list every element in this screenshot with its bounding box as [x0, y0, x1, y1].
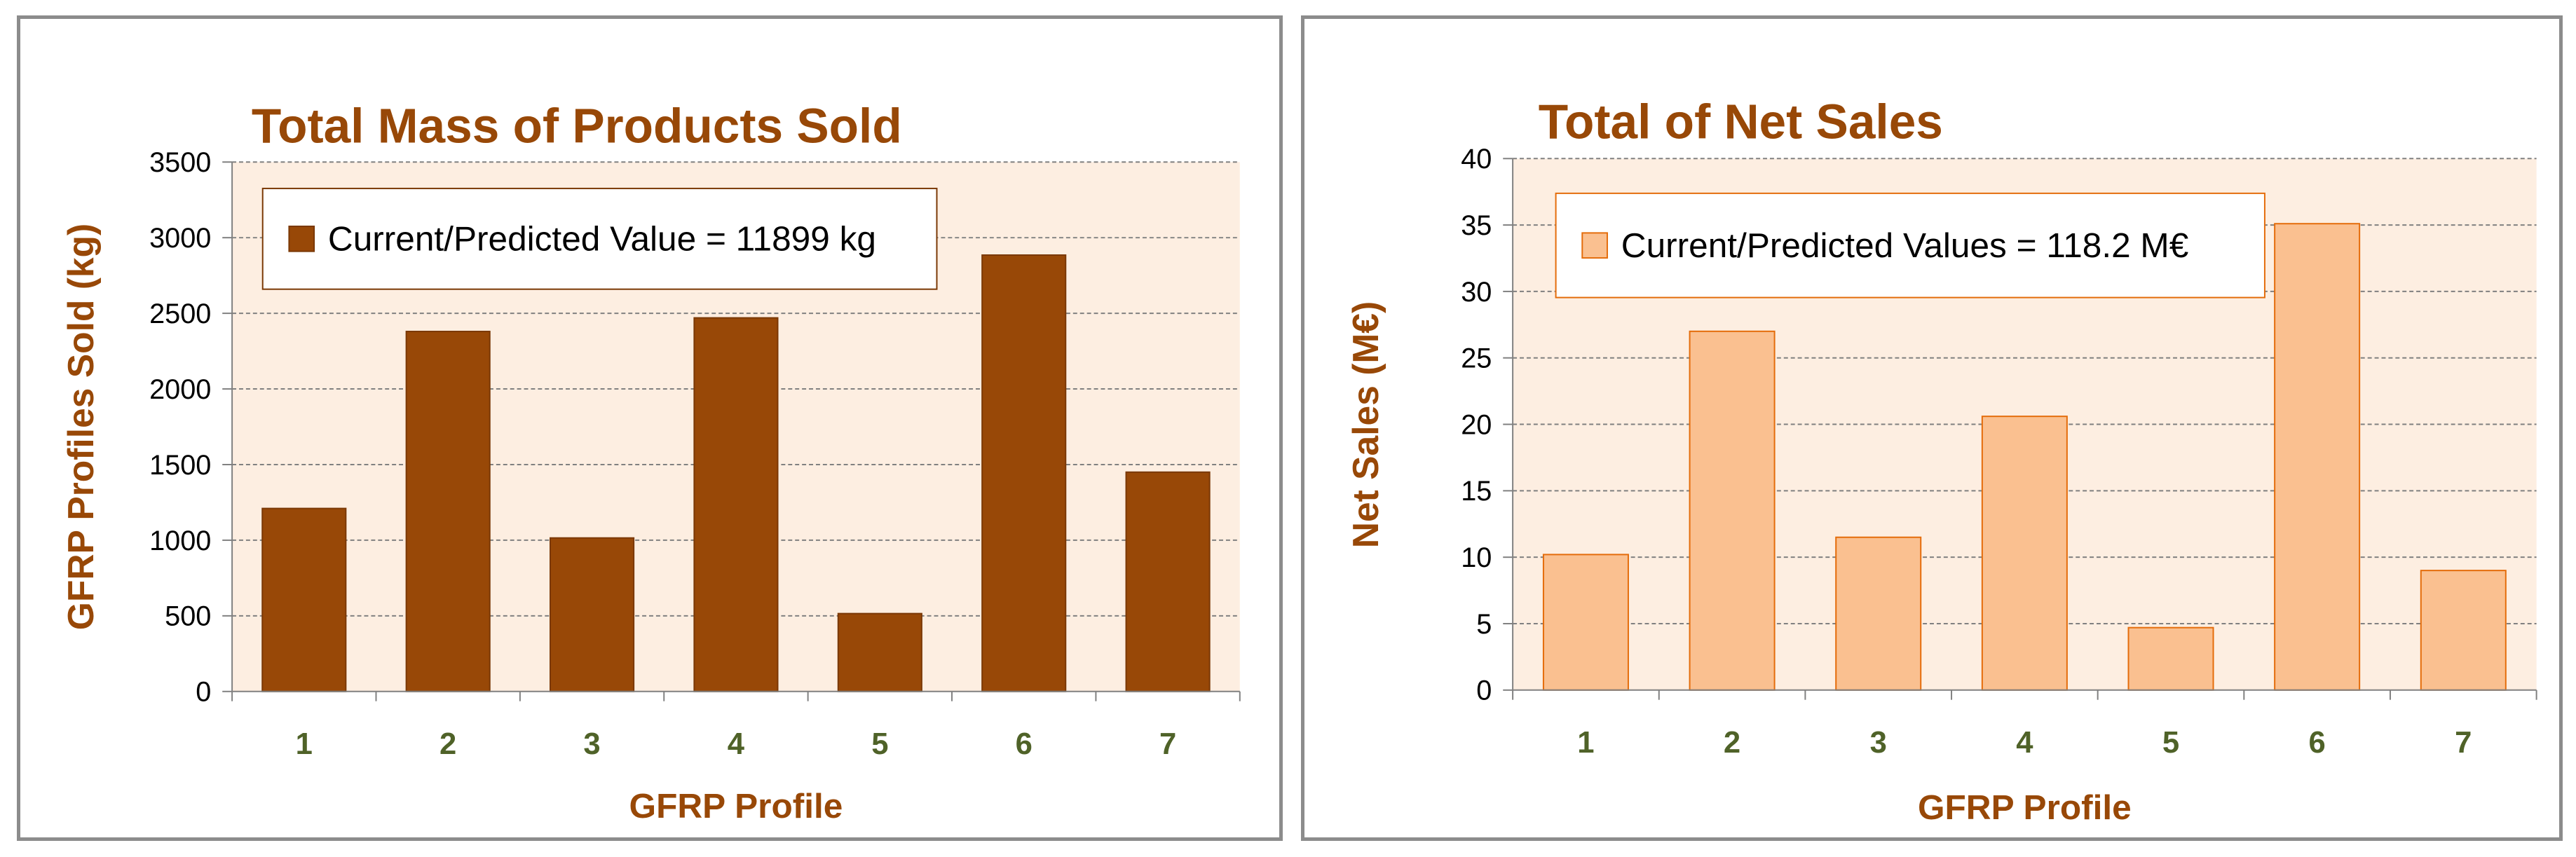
x-tick-labels: 1 2 3 4 5 6 7	[296, 727, 1177, 761]
y-tick-label: 35	[1461, 210, 1492, 241]
legend-swatch	[288, 225, 315, 252]
bar-7	[2420, 570, 2507, 691]
bar-4	[693, 317, 779, 692]
y-tick-label: 5	[1476, 609, 1492, 640]
chart-title: Total of Net Sales	[1539, 95, 1943, 149]
bar-2	[1689, 330, 1776, 691]
bar-5	[2127, 626, 2214, 691]
x-axis-title: GFRP Profile	[1918, 788, 2132, 827]
legend: Current/Predicted Values = 118.2 M€	[1555, 192, 2265, 299]
legend-swatch	[1581, 232, 1608, 259]
bar-3	[550, 537, 635, 692]
y-tick-label: 3000	[149, 223, 211, 254]
x-axis-title: GFRP Profile	[629, 786, 843, 825]
x-tick-label: 7	[2455, 726, 2472, 760]
legend-box	[1555, 192, 2265, 299]
bar-3	[1835, 536, 1922, 691]
y-tick-labels: 0 500 1000 1500 2000 2500 3000 3500	[149, 147, 211, 708]
bar-6	[981, 254, 1067, 692]
y-tick-label: 20	[1461, 409, 1492, 440]
x-tick-label: 4	[728, 727, 745, 761]
bar-2	[405, 331, 491, 692]
y-tick-label: 3500	[149, 147, 211, 178]
x-tick-label: 6	[1016, 727, 1033, 761]
y-tick-label: 0	[1476, 676, 1492, 706]
x-tick-label: 2	[1724, 726, 1740, 760]
x-tick-label: 5	[2162, 726, 2179, 760]
chart-panel-net-sales: 0 5 10 15 20 25 30 35 40 1 2 3 4 5 6 7 Total of Net Sa…	[1301, 15, 2563, 841]
legend-box	[261, 187, 938, 290]
x-tick-label: 3	[1870, 726, 1887, 760]
x-tick-label: 1	[1577, 726, 1594, 760]
legend-label: Current/Predicted Values = 118.2 M€	[1621, 226, 2189, 265]
axes	[222, 161, 1241, 701]
axes	[1503, 158, 2537, 700]
y-tick-label: 10	[1461, 542, 1492, 573]
y-tick-label: 500	[165, 601, 211, 632]
legend-label: Current/Predicted Value = 11899 kg	[328, 219, 876, 259]
y-tick-label: 40	[1461, 144, 1492, 174]
x-tick-labels: 1 2 3 4 5 6 7	[1577, 726, 2472, 760]
chart-title: Total Mass of Products Sold	[252, 98, 902, 153]
mass-chart: 0 500 1000 1500 2000 2500 3000 3500 1 2 3 4 5 6 7 Tot…	[60, 98, 1241, 825]
y-tick-label: 25	[1461, 343, 1492, 374]
x-tick-label: 7	[1159, 727, 1176, 761]
y-axis-title: Net Sales (M€)	[1345, 301, 1386, 548]
x-tick-label: 6	[2309, 726, 2326, 760]
bar-7	[1125, 471, 1211, 692]
y-tick-label: 30	[1461, 277, 1492, 308]
net-sales-chart: 0 5 10 15 20 25 30 35 40 1 2 3 4 5 6 7 Total of Net Sa…	[1345, 95, 2537, 827]
chart-panel-mass: 0 500 1000 1500 2000 2500 3000 3500 1 2 3 4 5 6 7 Tot…	[17, 15, 1283, 841]
bar-1	[261, 507, 347, 692]
x-tick-label: 3	[583, 727, 600, 761]
bar-4	[1981, 416, 2068, 691]
y-tick-label: 0	[196, 677, 211, 708]
legend: Current/Predicted Value = 11899 kg	[261, 187, 938, 290]
bar-1	[1542, 554, 1629, 691]
x-tick-label: 4	[2016, 726, 2033, 760]
x-tick-label: 5	[871, 727, 888, 761]
x-tick-label: 1	[296, 727, 313, 761]
x-tick-label: 2	[439, 727, 456, 761]
y-tick-label: 15	[1461, 476, 1492, 507]
y-axis-title: GFRP Profiles Sold (kg)	[60, 224, 101, 630]
y-tick-label: 1000	[149, 526, 211, 556]
y-tick-labels: 0 5 10 15 20 25 30 35 40	[1461, 144, 1492, 706]
y-tick-label: 1500	[149, 450, 211, 481]
bar-5	[837, 612, 922, 692]
bar-6	[2274, 223, 2361, 691]
y-tick-label: 2500	[149, 299, 211, 329]
y-tick-label: 2000	[149, 374, 211, 405]
bars	[261, 254, 1211, 692]
